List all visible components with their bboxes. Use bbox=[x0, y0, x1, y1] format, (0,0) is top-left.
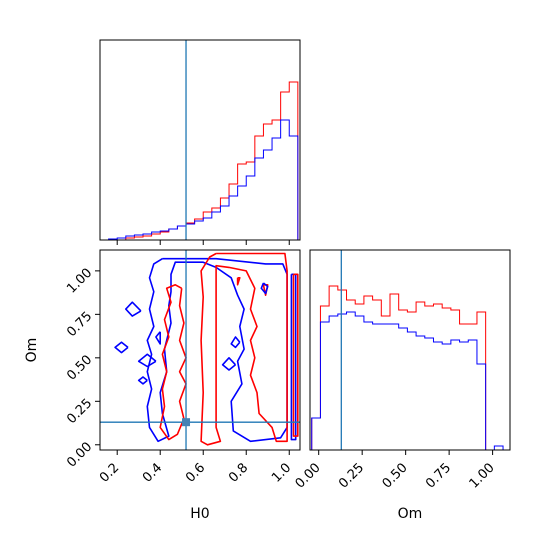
x-tick-label-H0: 0.4 bbox=[140, 460, 165, 485]
contour-line-series-1 bbox=[137, 353, 157, 368]
panel-frame bbox=[309, 249, 511, 451]
x-tick-label-Om: 0.00 bbox=[293, 460, 324, 491]
truth-point-marker bbox=[182, 418, 191, 427]
contour-line-series-0 bbox=[200, 252, 288, 446]
histogram-step-series-0 bbox=[100, 81, 299, 240]
plot-area-contour-H0-Om bbox=[100, 250, 300, 450]
contour-line-series-1 bbox=[125, 301, 142, 317]
histogram-step-series-0 bbox=[311, 285, 510, 450]
y-tick-label-Om: 1.00 bbox=[64, 266, 95, 297]
contour-line-series-1 bbox=[155, 331, 161, 345]
panel-frame bbox=[99, 249, 301, 451]
x-axis-label-Om: Om bbox=[398, 506, 423, 522]
plot-area-hist-H0 bbox=[100, 40, 299, 240]
y-tick-label-Om: 0.00 bbox=[64, 439, 95, 470]
y-tick-label-Om: 0.75 bbox=[64, 309, 95, 340]
panel-hist-H0 bbox=[99, 39, 301, 245]
plot-area-hist-Om bbox=[311, 250, 510, 450]
contour-line-series-0 bbox=[236, 276, 241, 286]
contour-line-series-1 bbox=[137, 376, 148, 385]
x-tick-label-H0: 1.0 bbox=[269, 460, 294, 485]
contour-line-series-1 bbox=[221, 356, 237, 371]
contour-line-series-1 bbox=[146, 257, 288, 443]
contour-line-series-0 bbox=[292, 273, 299, 437]
x-tick-label-H0: 0.6 bbox=[183, 460, 208, 485]
x-tick-label-Om: 1.00 bbox=[467, 460, 498, 491]
contour-line-series-1 bbox=[260, 282, 269, 295]
histogram-step-series-1 bbox=[100, 119, 299, 240]
x-tick-label-H0: 0.8 bbox=[226, 460, 251, 485]
panel-contour-H0-Om: 0.2 0.4 0.6 0.8 1.0 0.00 0.25 0.50 0.75 1.00 H0 Om bbox=[24, 249, 301, 522]
panel-frame bbox=[99, 39, 301, 241]
y-axis-label-Om: Om bbox=[24, 338, 40, 363]
y-tick-label-Om: 0.25 bbox=[64, 396, 95, 427]
x-tick-label-Om: 0.25 bbox=[336, 460, 367, 491]
x-tick-label-Om: 0.50 bbox=[380, 460, 411, 491]
x-tick-label-Om: 0.75 bbox=[423, 460, 454, 491]
x-tick-label-H0: 0.2 bbox=[97, 460, 122, 485]
contour-line-series-0 bbox=[159, 283, 187, 441]
panel-hist-Om: 0.00 0.25 0.50 0.75 1.00 Om bbox=[293, 249, 511, 522]
contour-line-series-1 bbox=[114, 341, 129, 354]
contour-line-series-1 bbox=[230, 336, 241, 349]
y-tick-label-Om: 0.50 bbox=[64, 353, 95, 384]
x-axis-label-H0: H0 bbox=[190, 506, 209, 522]
